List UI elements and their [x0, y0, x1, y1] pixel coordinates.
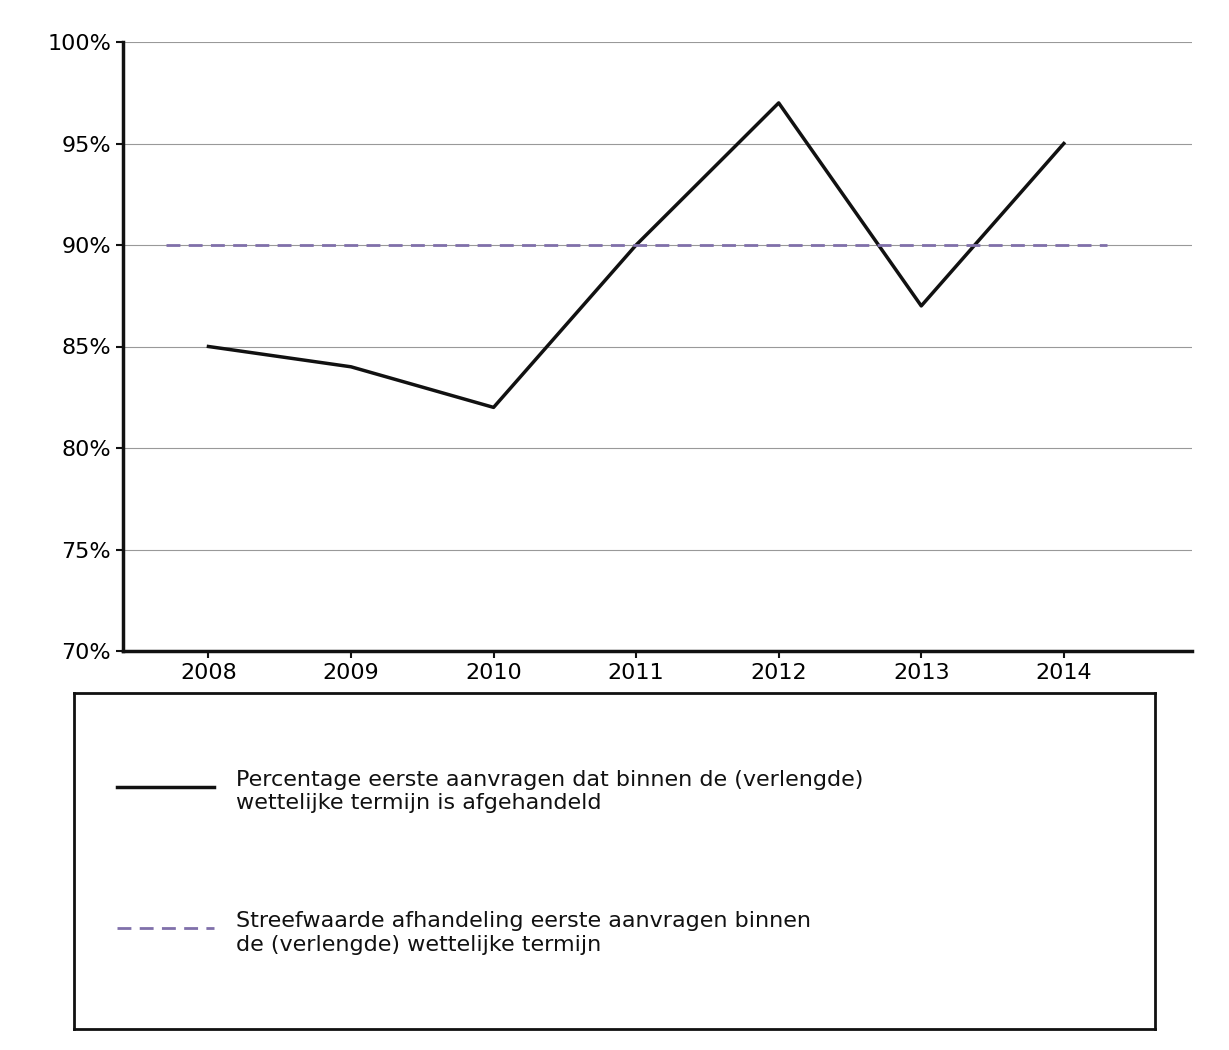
- Text: Percentage eerste aanvragen dat binnen de (verlengde)
wettelijke termijn is afge: Percentage eerste aanvragen dat binnen d…: [236, 771, 863, 814]
- Text: Streefwaarde afhandeling eerste aanvragen binnen
de (verlengde) wettelijke termi: Streefwaarde afhandeling eerste aanvrage…: [236, 911, 811, 954]
